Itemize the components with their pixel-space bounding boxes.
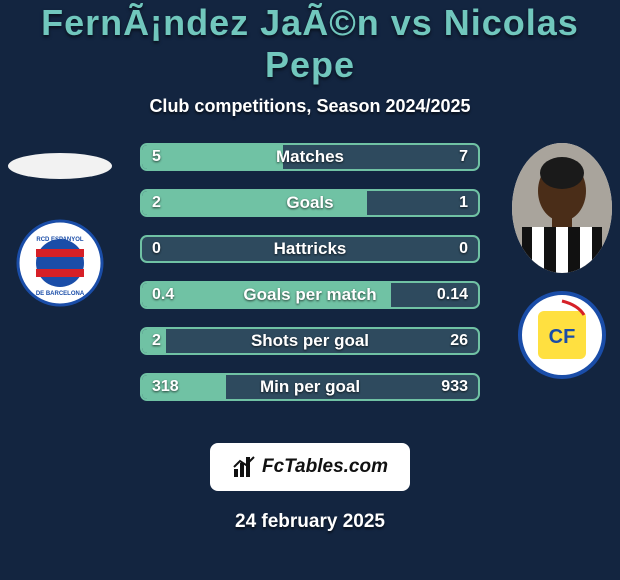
stat-row: 0.40.14Goals per match	[140, 281, 480, 309]
stat-row: 00Hattricks	[140, 235, 480, 263]
stat-row: 226Shots per goal	[140, 327, 480, 355]
club-logo-right-svg: CF	[518, 291, 606, 379]
comparison-area: RCD ESPANYOL DE BARCELONA	[0, 143, 620, 423]
date: 24 february 2025	[0, 511, 620, 533]
stat-bars: 57Matches 21Goals 00Hattricks 0.40.14Goals …	[140, 143, 480, 419]
stat-row: 57Matches	[140, 143, 480, 171]
fctables-badge-text: FcTables.com	[262, 456, 388, 478]
stat-label: Hattricks	[142, 237, 478, 261]
player-left: RCD ESPANYOL DE BARCELONA	[8, 143, 112, 307]
club-right-monogram: CF	[549, 326, 576, 348]
stat-label: Shots per goal	[142, 329, 478, 353]
stat-label: Goals	[142, 191, 478, 215]
club-logo-right: CF	[518, 291, 606, 379]
fctables-badge[interactable]: FcTables.com	[210, 443, 410, 491]
subtitle: Club competitions, Season 2024/2025	[0, 96, 620, 117]
club-left-text-bottom: DE BARCELONA	[36, 291, 85, 297]
player-left-photo	[8, 153, 112, 179]
club-logo-left: RCD ESPANYOL DE BARCELONA	[16, 219, 104, 307]
stat-label: Min per goal	[142, 375, 478, 399]
player-right-photo-svg	[512, 143, 612, 273]
club-logo-left-svg: RCD ESPANYOL DE BARCELONA	[16, 219, 104, 307]
player-left-photo-ellipse	[8, 153, 112, 179]
stat-label: Matches	[142, 145, 478, 169]
page-title: FernÃ¡ndez JaÃ©n vs Nicolas Pepe	[0, 2, 620, 86]
stat-label: Goals per match	[142, 283, 478, 307]
player-right: CF	[512, 143, 612, 379]
fctables-logo-icon	[232, 455, 256, 479]
player-right-photo	[512, 143, 612, 273]
club-left-text-top: RCD ESPANYOL	[36, 237, 84, 243]
stat-row: 21Goals	[140, 189, 480, 217]
stat-row: 318933Min per goal	[140, 373, 480, 401]
